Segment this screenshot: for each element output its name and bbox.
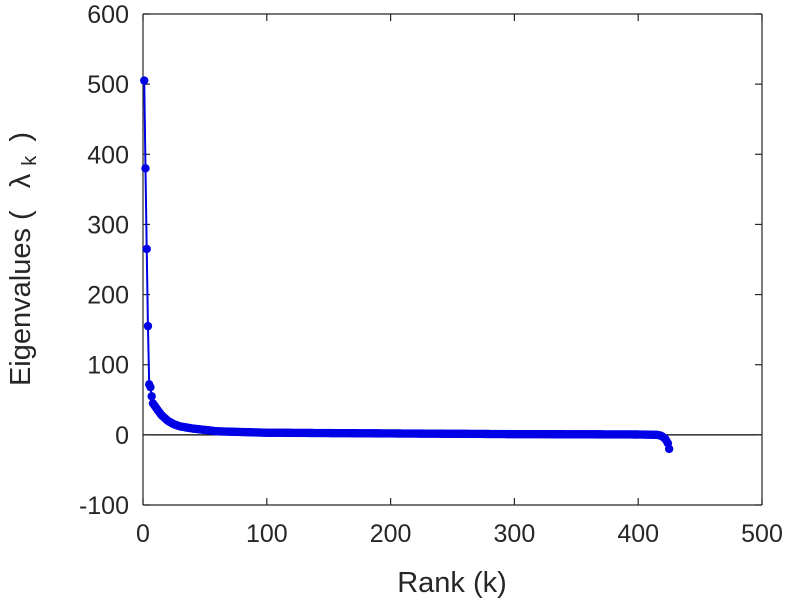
x-tick-label: 400 [617,520,659,548]
y-tick-label: 600 [87,1,129,29]
y-tick-label: 400 [87,141,129,169]
x-tick-label: 300 [494,520,536,548]
data-point [147,392,156,401]
y-tick-label: -100 [79,492,129,520]
data-point [142,244,151,254]
x-axis-title: Rank (k) [397,567,507,599]
data-point [140,76,149,85]
y-tick-label: 300 [87,211,129,239]
series-line [143,80,671,450]
x-axis-ticks: 0 100 200 300 400 500 [136,14,783,548]
y-axis-ticks: -100 0 100 200 300 400 500 600 [79,1,762,520]
plot-area [142,13,763,506]
y-axis-title-subscript: k [19,155,41,166]
x-tick-label: 100 [246,520,288,548]
y-tick-label: 200 [87,282,129,310]
data-point [141,164,150,173]
x-tick-label: 0 [136,520,150,548]
y-axis-title-text: Eigenvalues ( [5,210,37,386]
data-point [143,321,153,331]
y-tick-label: 0 [115,422,129,450]
x-tick-label: 500 [741,520,783,548]
eigenvalue-series [140,76,674,454]
y-axis-title-close: ) [5,132,37,142]
y-axis-title-lambda: λ [5,173,37,188]
data-point [664,444,674,454]
y-axis-title: Eigenvalues ( λ k ) [5,132,43,386]
data-point [146,382,155,392]
y-tick-label: 500 [87,71,129,99]
x-tick-label: 200 [370,520,412,548]
y-tick-label: 100 [87,352,129,380]
